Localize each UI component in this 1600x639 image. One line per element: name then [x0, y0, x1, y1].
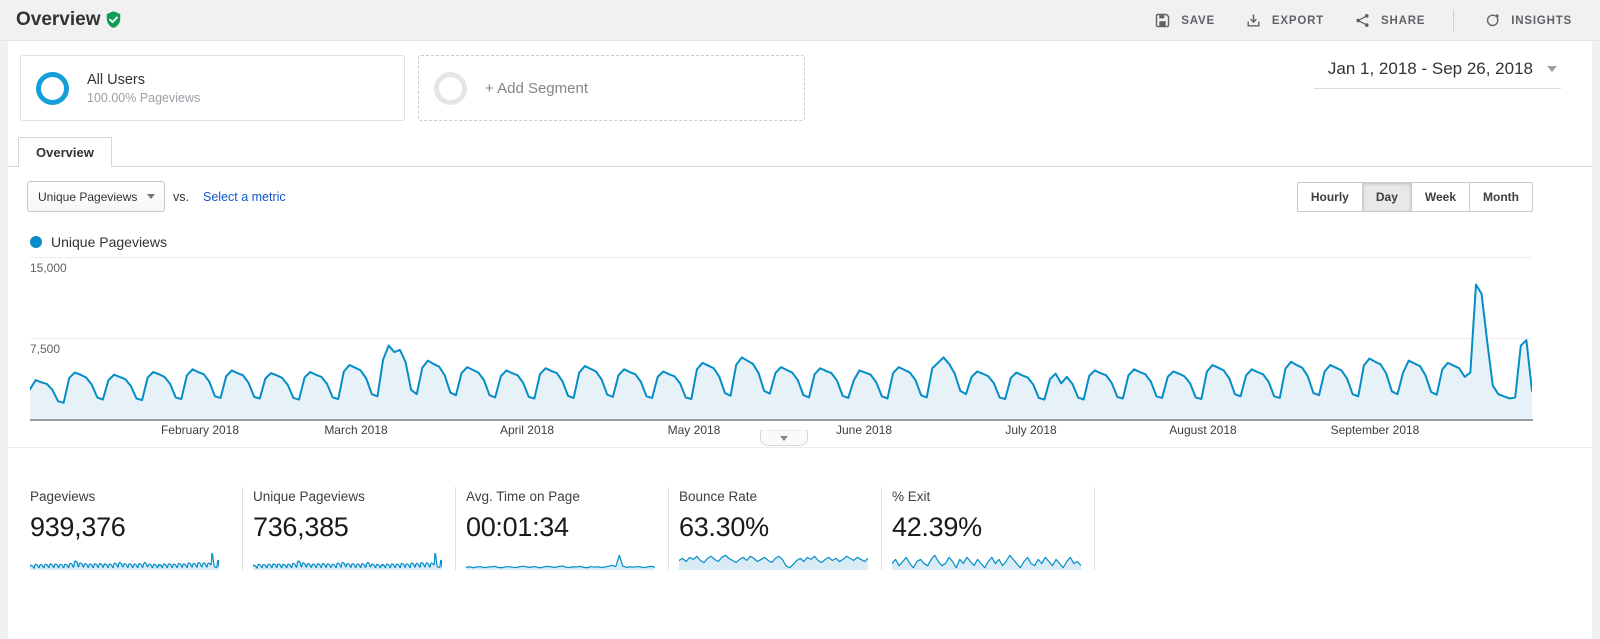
insights-icon — [1487, 14, 1499, 27]
share-button[interactable]: SHARE — [1354, 12, 1425, 29]
share-label: SHARE — [1381, 14, 1426, 27]
granularity-day-button[interactable]: Day — [1362, 182, 1412, 212]
summary-cards: Pageviews 939,376 Unique Pageviews 736,3… — [30, 487, 1095, 570]
card-value: 63.30% — [679, 512, 769, 542]
collapse-caret-icon — [780, 435, 788, 441]
legend-label: Unique Pageviews — [51, 234, 167, 250]
add-segment-ring-icon — [434, 71, 467, 105]
month-label: March 2018 — [324, 423, 388, 437]
export-button[interactable]: EXPORT — [1245, 12, 1324, 29]
card-value: 42.39% — [892, 512, 982, 542]
metric-selector-value: Unique Pageviews — [38, 189, 138, 204]
card-label: Avg. Time on Page — [466, 489, 580, 504]
share-icon — [1356, 14, 1369, 27]
add-segment-button[interactable]: + Add Segment — [418, 55, 805, 121]
export-label: EXPORT — [1271, 14, 1325, 27]
metric-selector-dropdown[interactable]: Unique Pageviews — [27, 181, 165, 212]
insights-button[interactable]: INSIGHTS — [1484, 12, 1572, 29]
verified-shield-icon — [106, 11, 121, 28]
card-value: 00:01:34 — [466, 512, 569, 542]
avg-time-sparkline — [466, 554, 655, 570]
percent-exit-sparkline — [892, 554, 1081, 570]
chevron-down-icon — [1547, 66, 1557, 72]
card-label: Bounce Rate — [679, 489, 758, 504]
dropdown-caret-icon — [147, 194, 155, 199]
month-label: June 2018 — [835, 423, 893, 437]
segment-name: All Users — [87, 71, 146, 88]
card-label: Pageviews — [30, 489, 96, 504]
card-value: 736,385 — [253, 512, 349, 542]
gridline-15000 — [30, 257, 1532, 258]
save-button[interactable]: SAVE — [1154, 12, 1215, 29]
top-bar: Overview SAVE EXPORT — [0, 0, 1600, 41]
card-label: Unique Pageviews — [253, 489, 365, 504]
card-value: 939,376 — [30, 512, 126, 542]
card-bounce-rate[interactable]: Bounce Rate 63.30% — [669, 487, 882, 570]
vs-label: vs. — [173, 190, 189, 204]
bounce-rate-sparkline — [679, 554, 868, 570]
tab-overview-label: Overview — [36, 145, 94, 160]
chart-legend: Unique Pageviews — [30, 234, 167, 250]
segment-detail: 100.00% Pageviews — [87, 90, 201, 105]
date-range-selector[interactable]: Jan 1, 2018 - Sep 26, 2018 — [1313, 56, 1561, 89]
granularity-hourly-button[interactable]: Hourly — [1296, 182, 1363, 212]
y-tick-7500: 7,500 — [30, 342, 61, 356]
granularity-button-group: Hourly Day Week Month — [1296, 182, 1533, 212]
pageviews-sparkline — [30, 553, 219, 570]
granularity-week-button[interactable]: Week — [1411, 182, 1471, 212]
month-label: May 2018 — [667, 423, 721, 437]
tab-overview[interactable]: Overview — [18, 137, 112, 167]
y-tick-15000: 15,000 — [30, 261, 67, 275]
x-axis-line — [30, 419, 1533, 421]
date-range-value: Jan 1, 2018 - Sep 26, 2018 — [1327, 59, 1533, 78]
month-label: February 2018 — [160, 423, 240, 437]
month-label: April 2018 — [499, 423, 555, 437]
granularity-month-button[interactable]: Month — [1470, 182, 1533, 212]
card-label: % Exit — [892, 489, 931, 504]
month-label: August 2018 — [1169, 423, 1237, 437]
month-label: September 2018 — [1330, 423, 1420, 437]
card-unique-pageviews[interactable]: Unique Pageviews 736,385 — [243, 487, 456, 570]
insights-label: INSIGHTS — [1511, 14, 1572, 27]
month-label: July 2018 — [1005, 423, 1057, 437]
card-pageviews[interactable]: Pageviews 939,376 — [30, 487, 243, 570]
unique-pageviews-sparkline — [253, 553, 442, 570]
segment-all-users[interactable]: All Users 100.00% Pageviews — [20, 55, 405, 121]
segment-ring-icon — [36, 71, 69, 105]
chart-collapse-toggle[interactable] — [760, 430, 808, 446]
save-label: SAVE — [1181, 14, 1215, 27]
unique-pageviews-area-chart — [30, 283, 1532, 419]
tab-underline — [8, 166, 1592, 167]
legend-dot-icon — [30, 236, 42, 248]
chart-section-divider — [8, 447, 1592, 448]
add-segment-label: + Add Segment — [485, 79, 588, 97]
select-metric-link[interactable]: Select a metric — [203, 190, 286, 204]
page-title: Overview — [16, 9, 101, 30]
report-canvas — [8, 41, 1592, 639]
export-icon — [1247, 14, 1260, 27]
card-avg-time-on-page[interactable]: Avg. Time on Page 00:01:34 — [456, 487, 669, 570]
header-actions: SAVE EXPORT SHARE — [1124, 0, 1572, 41]
card-percent-exit[interactable]: % Exit 42.39% — [882, 487, 1095, 570]
save-icon — [1156, 13, 1170, 28]
header-divider — [1453, 9, 1455, 32]
gridline-7500 — [30, 338, 1532, 339]
